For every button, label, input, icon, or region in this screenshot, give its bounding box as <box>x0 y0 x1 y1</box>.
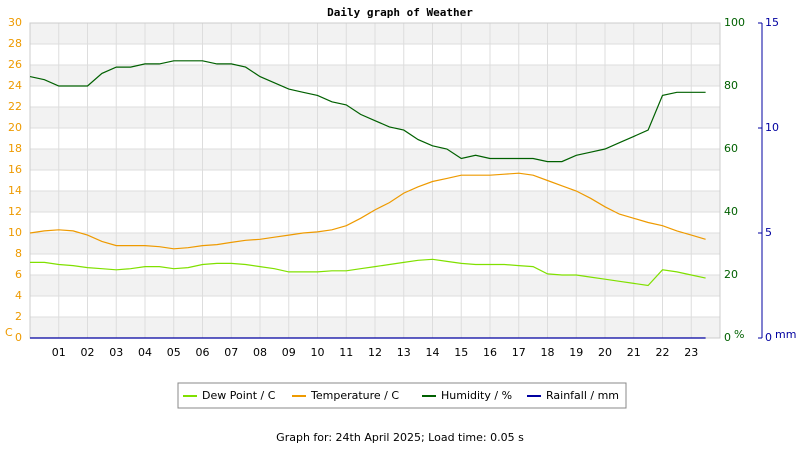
y2-tick-label: 0 <box>724 331 731 344</box>
y2-tick-label: 100 <box>724 16 745 29</box>
x-tick-label: 22 <box>656 346 670 359</box>
x-tick-label: 09 <box>282 346 296 359</box>
x-tick-label: 14 <box>426 346 440 359</box>
x-tick-label: 16 <box>483 346 497 359</box>
x-tick-label: 21 <box>627 346 641 359</box>
x-tick-label: 23 <box>684 346 698 359</box>
y2-axis-label: % <box>734 328 744 341</box>
y-tick-label: 22 <box>8 100 22 113</box>
x-tick-label: 07 <box>224 346 238 359</box>
x-tick-label: 04 <box>138 346 152 359</box>
y3-tick-label: 5 <box>765 226 772 239</box>
y-axis-label: C <box>5 326 13 339</box>
y2-tick-label: 60 <box>724 142 738 155</box>
x-tick-label: 13 <box>397 346 411 359</box>
series-line <box>29 60 706 163</box>
legend-label: Humidity / % <box>441 389 512 402</box>
y-tick-label: 24 <box>8 79 22 92</box>
chart-title: Daily graph of Weather <box>327 6 473 19</box>
y-tick-label: 12 <box>8 205 22 218</box>
y-tick-label: 6 <box>15 268 22 281</box>
legend-label: Temperature / C <box>310 389 399 402</box>
y2-tick-label: 40 <box>724 205 738 218</box>
y-tick-label: 10 <box>8 226 22 239</box>
x-tick-label: 01 <box>52 346 66 359</box>
x-tick-label: 20 <box>598 346 612 359</box>
x-tick-label: 06 <box>196 346 210 359</box>
y-tick-label: 20 <box>8 121 22 134</box>
legend-label: Rainfall / mm <box>546 389 619 402</box>
x-tick-label: 19 <box>569 346 583 359</box>
y2-tick-label: 20 <box>724 268 738 281</box>
x-tick-label: 05 <box>167 346 181 359</box>
y3-tick-label: 15 <box>765 16 779 29</box>
legend-box <box>177 382 627 409</box>
y-tick-label: 28 <box>8 37 22 50</box>
series-line <box>30 258 706 287</box>
y-tick-label: 14 <box>8 184 22 197</box>
x-tick-label: 17 <box>512 346 526 359</box>
y-tick-label: 16 <box>8 163 22 176</box>
y-tick-label: 2 <box>15 310 22 323</box>
y-tick-label: 30 <box>8 16 22 29</box>
x-tick-label: 10 <box>311 346 325 359</box>
y3-tick-label: 10 <box>765 121 779 134</box>
x-tick-label: 08 <box>253 346 267 359</box>
footer: Graph for: 24th April 2025; Load time: 0… <box>276 431 524 444</box>
y-tick-label: 4 <box>15 289 22 302</box>
x-tick-label: 03 <box>109 346 123 359</box>
y-tick-label: 26 <box>8 58 22 71</box>
y-tick-label: 8 <box>15 247 22 260</box>
y2-tick-label: 80 <box>724 79 738 92</box>
x-tick-label: 12 <box>368 346 382 359</box>
y-tick-label: 18 <box>8 142 22 155</box>
y3-axis-label: mm <box>775 328 796 341</box>
series-line <box>29 172 706 250</box>
x-tick-label: 18 <box>541 346 555 359</box>
x-tick-label: 15 <box>454 346 468 359</box>
x-tick-label: 11 <box>339 346 353 359</box>
y3-tick-label: 0 <box>765 331 772 344</box>
legend-label: Dew Point / C <box>202 389 276 402</box>
y-tick-label: 0 <box>15 331 22 344</box>
x-tick-label: 02 <box>81 346 95 359</box>
